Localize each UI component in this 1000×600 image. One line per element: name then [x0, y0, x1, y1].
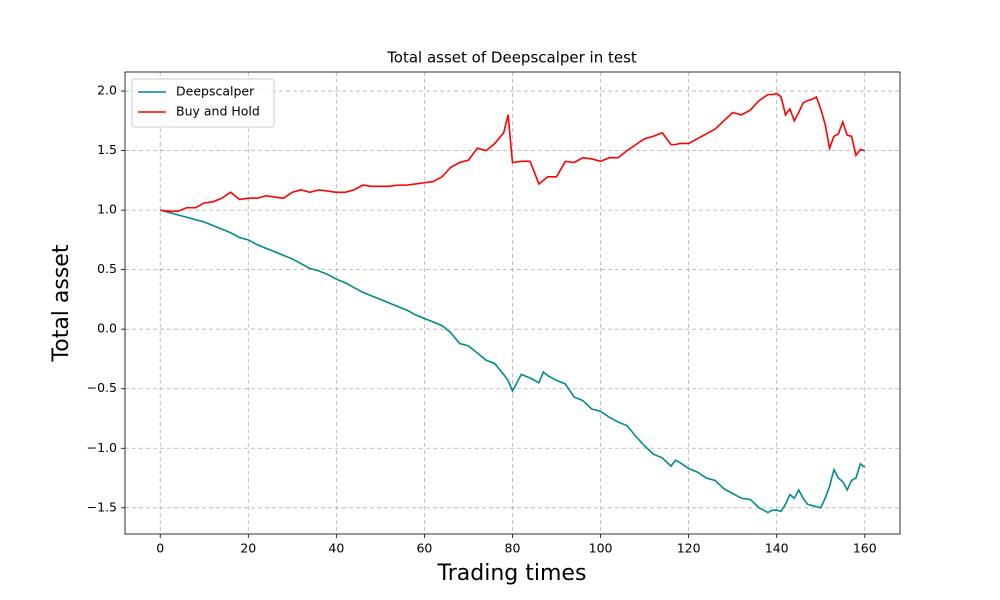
line-series — [160, 209, 866, 514]
x-tick-label: 100 — [589, 541, 613, 556]
y-tick-label: 1.5 — [97, 142, 117, 157]
y-tick-label: −1.5 — [87, 499, 117, 514]
legend-label: Buy and Hold — [176, 104, 260, 119]
x-tick-label: 20 — [240, 541, 256, 556]
legend-label: Deepscalper — [176, 84, 255, 99]
legend-box — [131, 78, 275, 128]
x-tick-label: 40 — [328, 541, 344, 556]
x-tick-label: 140 — [765, 541, 789, 556]
x-tick-label: 120 — [677, 541, 701, 556]
x-tick-label: 80 — [505, 541, 521, 556]
y-axis-label: Total asset — [49, 244, 74, 362]
x-tick-label: 0 — [156, 541, 164, 556]
y-tick-label: 2.0 — [97, 83, 117, 98]
y-tick-label: 0.5 — [97, 261, 117, 276]
y-tick-label: −1.0 — [87, 440, 117, 455]
x-axis-label: Trading times — [437, 561, 587, 586]
chart-title: Total asset of Deepscalper in test — [386, 49, 637, 67]
y-tick-label: −0.5 — [87, 380, 117, 395]
y-tick-label: 1.0 — [97, 202, 117, 217]
x-tick-label: 60 — [416, 541, 432, 556]
x-tick-label: 160 — [853, 541, 877, 556]
plot-frame — [124, 71, 901, 535]
line-series — [160, 92, 865, 213]
y-tick-label: 0.0 — [97, 321, 117, 336]
